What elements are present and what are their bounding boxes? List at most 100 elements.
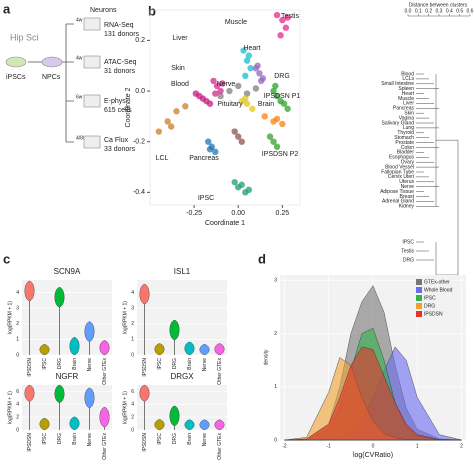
point bbox=[245, 186, 253, 194]
point bbox=[217, 87, 224, 95]
leaf-label: Breast bbox=[400, 194, 415, 200]
legend-swatch bbox=[416, 303, 422, 309]
leaf-label: IPSC bbox=[402, 239, 414, 245]
violin bbox=[199, 419, 210, 431]
x-tick-label: 1 bbox=[416, 443, 419, 449]
point bbox=[182, 103, 189, 110]
violin bbox=[99, 340, 110, 356]
y-tick-label: 0 bbox=[16, 352, 19, 358]
y-axis-label: Coordinate 2 bbox=[125, 87, 132, 127]
x-tick-label: IPSC bbox=[42, 358, 48, 370]
point bbox=[282, 24, 290, 31]
point bbox=[205, 138, 212, 145]
point bbox=[206, 100, 214, 107]
plot-panel bbox=[22, 385, 112, 430]
x-tick-label: Other GTEx bbox=[217, 433, 223, 460]
y-tick-label: 0 bbox=[131, 352, 134, 358]
cluster-label: Pituitary bbox=[217, 101, 243, 108]
point bbox=[240, 47, 247, 54]
plot-panel bbox=[137, 280, 227, 355]
violin bbox=[39, 344, 50, 356]
point bbox=[192, 90, 200, 97]
point bbox=[270, 138, 277, 145]
point bbox=[243, 90, 251, 97]
point bbox=[213, 82, 221, 90]
x-tick-label: IPSDSN bbox=[27, 358, 33, 377]
point bbox=[279, 120, 286, 128]
point bbox=[212, 90, 219, 97]
y-tick-label: 4 bbox=[131, 402, 134, 408]
x-tick-label: IPSDSN bbox=[142, 433, 148, 452]
y-tick-label: 2 bbox=[16, 414, 19, 420]
point bbox=[273, 11, 281, 19]
y-tick-label: 4 bbox=[16, 290, 19, 296]
point bbox=[206, 146, 214, 153]
tube-icon bbox=[83, 135, 101, 149]
step-time: 4/8w bbox=[76, 135, 87, 141]
leaf-label: Skin bbox=[404, 111, 414, 117]
x-tick-label: IPSC bbox=[157, 358, 163, 370]
cluster-label: Pancreas bbox=[189, 155, 219, 162]
leaf-label: Thyroid bbox=[397, 130, 414, 136]
y-tick-label: 4 bbox=[16, 402, 19, 408]
violin bbox=[99, 406, 110, 430]
leaf-label: Liver bbox=[403, 101, 414, 107]
y-tick-label: 4 bbox=[131, 290, 134, 296]
panel-title: SCN9A bbox=[54, 267, 81, 276]
point bbox=[272, 82, 279, 90]
x-tick-label: 0.0 bbox=[405, 8, 412, 14]
step-time: 6w bbox=[76, 94, 83, 100]
y-tick-label: 3 bbox=[131, 305, 134, 311]
x-tick-label: DRG bbox=[57, 358, 63, 369]
y-tick-label: 3 bbox=[274, 278, 277, 284]
cell-dish bbox=[41, 56, 63, 68]
leaf-label: LCLs bbox=[402, 76, 414, 82]
cluster-label: Nerve bbox=[217, 81, 236, 88]
point bbox=[279, 16, 286, 24]
legend-label: IPSDSN bbox=[424, 311, 443, 317]
leaf-label: Blood Vessel bbox=[385, 164, 414, 170]
x-tick-label: DRG bbox=[172, 433, 178, 444]
y-tick-label: 2 bbox=[131, 414, 134, 420]
leaf-label: DRG bbox=[403, 257, 414, 263]
point bbox=[249, 105, 256, 112]
x-tick-label: -2 bbox=[282, 443, 287, 449]
x-tick-label: 0.1 bbox=[415, 8, 422, 14]
legend-swatch bbox=[416, 295, 422, 301]
x-tick-label: IPSDSN bbox=[27, 433, 33, 452]
point bbox=[155, 128, 163, 135]
point bbox=[235, 82, 242, 90]
panel-label: a bbox=[3, 1, 11, 16]
y-tick-label: 0.0 bbox=[135, 88, 145, 95]
leaf-label: Lung bbox=[403, 125, 414, 131]
step-target: Neurons bbox=[90, 7, 117, 14]
plot-frame bbox=[149, 9, 301, 206]
x-tick-label: 0.4 bbox=[446, 8, 453, 14]
cluster-label: Heart bbox=[243, 45, 260, 52]
violin bbox=[169, 405, 180, 430]
x-tick-label: -1 bbox=[326, 443, 331, 449]
panel-title: DRGX bbox=[170, 372, 194, 381]
x-tick-label: Other GTEx bbox=[102, 358, 108, 385]
x-tick-label: 0.3 bbox=[436, 8, 443, 14]
x-tick-label: Nerve bbox=[202, 358, 208, 372]
leaf-label: Vagina bbox=[399, 115, 414, 121]
leaf-label: Heart bbox=[402, 91, 415, 97]
point bbox=[273, 143, 281, 150]
legend-label: GTEx-other bbox=[424, 279, 450, 285]
leaf-label: Uterus bbox=[399, 179, 414, 185]
y-axis-label: log(RPKM + 1) bbox=[122, 391, 128, 424]
branch bbox=[435, 74, 459, 308]
tube-icon bbox=[83, 17, 101, 31]
x-tick-label: 0.2 bbox=[425, 8, 432, 14]
point bbox=[270, 87, 277, 95]
point bbox=[243, 57, 251, 64]
x-axis-label: log(CVRatio) bbox=[353, 452, 393, 459]
y-tick-label: 2 bbox=[16, 321, 19, 327]
leaf-label: Cervix Uteri bbox=[388, 174, 414, 180]
legend-label: DRG bbox=[424, 303, 435, 309]
y-tick-label: 1 bbox=[274, 384, 277, 390]
panel-label: b bbox=[148, 3, 156, 18]
x-tick-label: IPSC bbox=[157, 433, 163, 445]
point bbox=[284, 105, 291, 112]
